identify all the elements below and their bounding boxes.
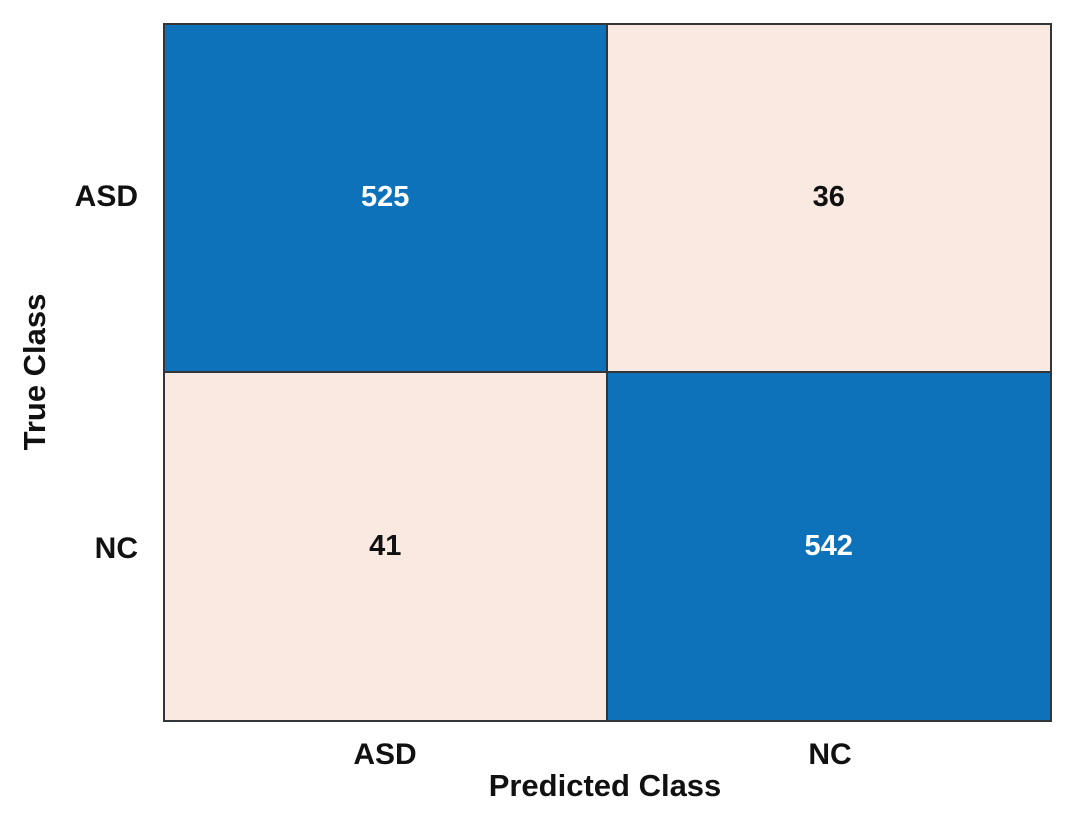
cell-value: 542 bbox=[804, 529, 853, 562]
y-axis-tick-nc: NC bbox=[94, 532, 138, 565]
matrix-cell-true-nc-pred-asd: 41 bbox=[165, 372, 608, 720]
cell-value: 41 bbox=[369, 529, 402, 562]
matrix-cell-true-asd-pred-nc: 36 bbox=[607, 25, 1050, 373]
x-axis-title: Predicted Class bbox=[488, 768, 722, 803]
y-axis-title: True Class bbox=[17, 293, 52, 451]
matrix-cell-true-asd-pred-asd: 525 bbox=[165, 25, 608, 373]
matrix-cell-true-nc-pred-nc: 542 bbox=[607, 372, 1050, 720]
y-axis-tick-asd: ASD bbox=[74, 180, 138, 213]
confusion-matrix-grid: 525 36 41 542 bbox=[163, 23, 1052, 722]
cell-value: 36 bbox=[812, 181, 845, 214]
x-axis-tick-asd: ASD bbox=[353, 738, 417, 771]
cell-value: 525 bbox=[361, 181, 410, 214]
x-axis-tick-nc: NC bbox=[808, 738, 852, 771]
